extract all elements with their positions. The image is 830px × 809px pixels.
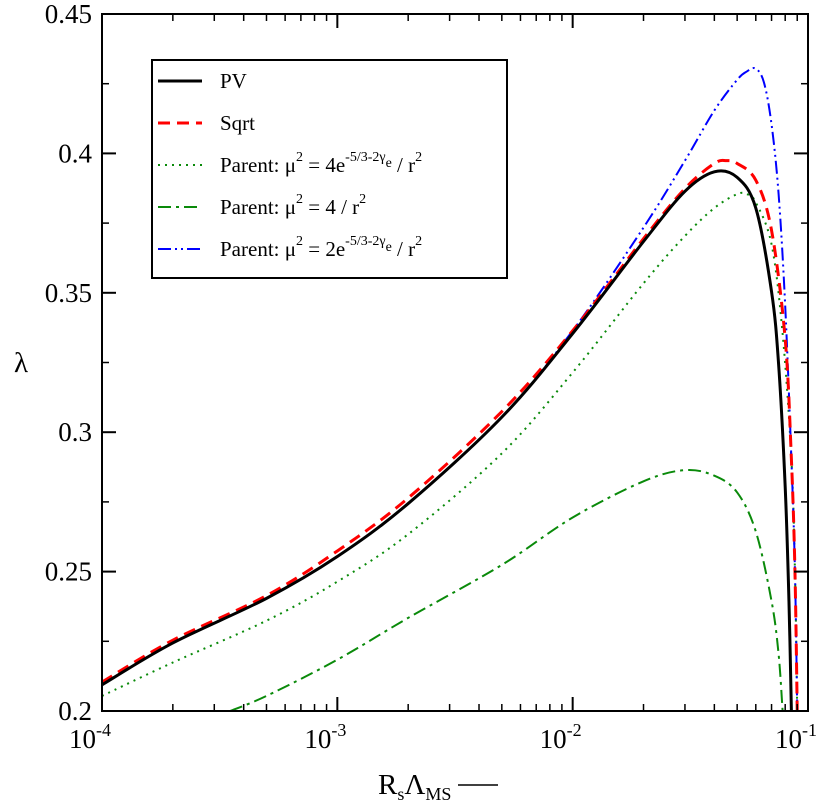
y-tick-label: 0.3 <box>58 417 92 447</box>
x-tick-label: 10-1 <box>775 720 817 754</box>
legend-label-4: Parent: μ2 = 4 / r2 <box>220 192 366 219</box>
y-tick-label: 0.45 <box>45 0 92 29</box>
y-tick-label: 0.25 <box>45 557 92 587</box>
y-tick-label: 0.35 <box>45 278 92 308</box>
legend-label-2: Sqrt <box>220 111 255 135</box>
x-tick-label: 10-2 <box>540 720 582 754</box>
x-axis-label: RsΛMS <box>378 769 451 804</box>
x-tick-label: 10-4 <box>69 720 111 754</box>
legend-label-5: Parent: μ2 = 2e-5/3-2γe / r2 <box>220 234 422 261</box>
series-layer <box>102 67 799 711</box>
x-tick-label: 10-3 <box>304 720 346 754</box>
series-line-2 <box>102 158 799 711</box>
series-line-1 <box>102 169 793 711</box>
y-tick-label: 0.4 <box>58 138 92 168</box>
axis-layer: 0.2 0.25 0.3 0.35 0.4 0.45 10-4 10-3 10-2 10-1 <box>45 0 817 754</box>
legend-box <box>151 59 508 279</box>
y-axis-label: λ <box>14 347 28 379</box>
legend-label-1: PV <box>220 69 247 93</box>
y-tick-label: 0.2 <box>58 696 92 726</box>
legend: PV Sqrt Parent: μ2 = 4e-5/3-2γe / r2 Parent… <box>151 59 508 279</box>
series-line-4 <box>229 468 784 711</box>
legend-label-3: Parent: μ2 = 4e-5/3-2γe / r2 <box>220 150 422 177</box>
